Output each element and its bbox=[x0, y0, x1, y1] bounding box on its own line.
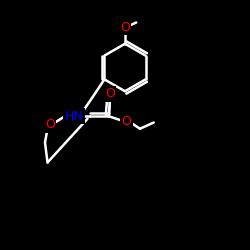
Text: O: O bbox=[121, 115, 131, 128]
Text: O: O bbox=[120, 21, 130, 34]
Text: O: O bbox=[45, 118, 55, 132]
Text: O: O bbox=[105, 87, 115, 100]
Text: HN: HN bbox=[64, 110, 83, 123]
